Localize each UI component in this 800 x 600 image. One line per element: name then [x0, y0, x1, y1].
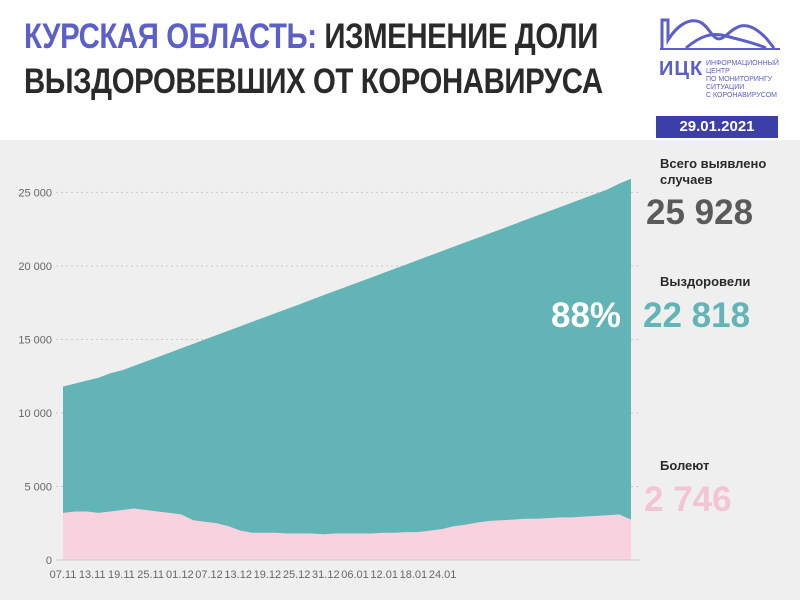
- logo-name: ИЦК: [659, 58, 704, 80]
- y-tick-label: 0: [46, 555, 52, 567]
- sick-value: 2 746: [644, 480, 732, 519]
- area-total: [63, 178, 631, 561]
- page-title: КУРСКАЯ ОБЛАСТЬ: ИЗМЕНЕНИЕ ДОЛИ ВЫЗДОРОВ…: [24, 14, 603, 104]
- x-tick-label: 06.01: [341, 569, 369, 581]
- x-tick-label: 13.12: [224, 569, 252, 581]
- x-tick-label: 18.01: [400, 569, 428, 581]
- sick-label: Болеют: [660, 458, 710, 473]
- logo-subtitle: ИНФОРМАЦИОННЫЙ ЦЕНТР ПО МОНИТОРИНГУ СИТУ…: [706, 60, 779, 99]
- total-cases-label: Всего выявлено случаев: [660, 156, 767, 187]
- x-tick-label: 01.12: [166, 569, 194, 581]
- date-badge: 29.01.2021: [656, 116, 778, 138]
- title-topic: ИЗМЕНЕНИЕ ДОЛИ: [316, 17, 598, 56]
- x-tick-label: 12.01: [370, 569, 398, 581]
- total-cases-value: 25 928: [646, 193, 754, 232]
- header: КУРСКАЯ ОБЛАСТЬ: ИЗМЕНЕНИЕ ДОЛИ ВЫЗДОРОВ…: [0, 0, 800, 140]
- title-region: КУРСКАЯ ОБЛАСТЬ:: [24, 17, 317, 56]
- y-tick-label: 25 000: [18, 187, 52, 199]
- ick-logo-icon: [660, 18, 780, 50]
- recovered-percent: 88%: [551, 296, 622, 335]
- chart-panel: 0 5 000 10 000 15 000 20 000 25 000 07.11 13.11…: [0, 140, 800, 600]
- x-tick-label: 31.12: [312, 569, 340, 581]
- x-tick-label: 25.11: [137, 569, 164, 581]
- y-tick-label: 15 000: [18, 334, 52, 346]
- area-sick: [63, 508, 631, 560]
- recovered-label: Выздоровели: [660, 274, 751, 289]
- x-tick-label: 25.12: [283, 569, 311, 581]
- x-tick-label: 24.01: [429, 569, 457, 581]
- x-tick-label: 07.11: [50, 569, 77, 581]
- area-chart: 0 5 000 10 000 15 000 20 000 25 000 07.11 13.11…: [18, 178, 640, 581]
- y-tick-label: 20 000: [18, 261, 52, 273]
- x-tick-label: 07.12: [195, 569, 223, 581]
- title-line-2: ВЫЗДОРОВЕВШИХ ОТ КОРОНАВИРУСА: [24, 62, 603, 101]
- y-tick-label: 5 000: [24, 481, 52, 493]
- recovered-value: 22 818: [643, 296, 751, 335]
- x-tick-label: 19.11: [108, 569, 135, 581]
- x-tick-label: 13.11: [79, 569, 106, 581]
- x-tick-label: 19.12: [254, 569, 282, 581]
- y-tick-label: 10 000: [18, 408, 52, 420]
